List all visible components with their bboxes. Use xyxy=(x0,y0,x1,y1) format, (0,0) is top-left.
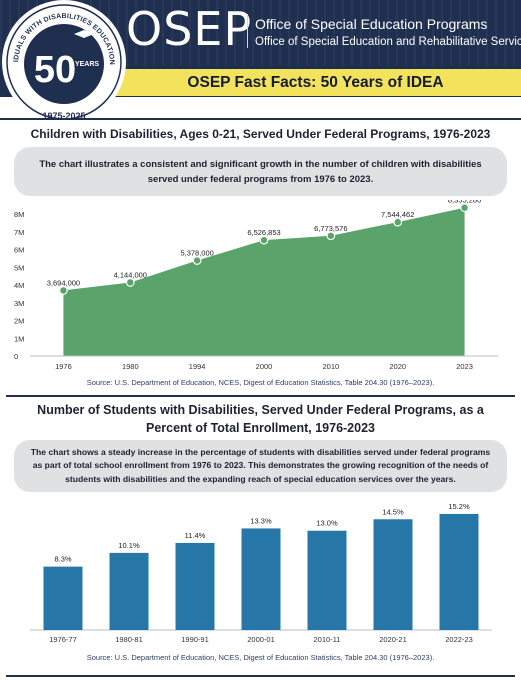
data-point xyxy=(393,217,403,227)
y-tick-label: 1M xyxy=(14,334,24,343)
bar xyxy=(439,513,479,630)
y-tick-label: 4M xyxy=(14,281,24,290)
x-tick-label: 1994 xyxy=(189,362,206,371)
seal-year-range: 1975-2025 xyxy=(42,111,85,121)
seal-years-word: YEARS xyxy=(75,61,99,68)
page-title: OSEP Fast Facts: 50 Years of IDEA xyxy=(187,74,444,91)
chart1-source: Source: U.S. Department of Education, NC… xyxy=(86,378,435,387)
seal-inner-disc xyxy=(24,24,104,104)
bar xyxy=(43,566,83,630)
x-tick-label: 2022-23 xyxy=(445,635,473,644)
x-tick-label: 2023 xyxy=(456,362,473,371)
x-tick-label: 2010 xyxy=(323,362,340,371)
data-point xyxy=(59,286,68,295)
y-tick-label: 5M xyxy=(14,263,24,272)
data-label: 6,773,576 xyxy=(314,224,347,233)
chart1-summary-text: The chart illustrates a consistent and s… xyxy=(39,158,482,185)
data-label: 8,355,280 xyxy=(448,200,481,205)
seal-number: 50 xyxy=(34,49,76,91)
data-point xyxy=(192,256,202,265)
area-series-fill xyxy=(63,207,465,356)
data-label: 3,694,000 xyxy=(47,278,80,287)
x-tick-label: 1990-91 xyxy=(181,635,209,644)
office-name-line1: Office of Special Education Programs xyxy=(255,16,488,32)
children-served-area-chart: 0 1M 2M 3M 4M 5M 6M 7M 8M 3,694,000 1976 4,144,000 1… xyxy=(14,200,498,371)
osep-wordmark: OSEP xyxy=(126,2,253,56)
y-tick-label: 3M xyxy=(14,299,24,308)
data-point xyxy=(326,231,336,241)
x-tick-label: 2000-01 xyxy=(247,635,275,644)
y-tick-label: 0 xyxy=(14,352,18,361)
x-tick-label: 2010-11 xyxy=(314,635,341,644)
x-tick-label: 2020 xyxy=(389,362,406,371)
data-label: 11.4% xyxy=(185,531,206,540)
data-label: 6,526,853 xyxy=(247,228,280,237)
percent-enrollment-bar-chart: 8.3% 1976-77 10.1% 1980-81 11.4% 1990-91 13.3%… xyxy=(30,502,492,644)
x-tick-label: 1980-81 xyxy=(115,635,143,644)
chart2-title: Number of Students with Disabilities, Se… xyxy=(37,403,484,435)
bar xyxy=(175,542,215,630)
banner-highlight xyxy=(110,69,521,96)
x-tick-label: 2000 xyxy=(256,362,273,371)
bar xyxy=(373,519,413,630)
data-label: 14.5% xyxy=(382,507,404,516)
header-divider xyxy=(247,14,248,48)
y-tick-label: 6M xyxy=(14,246,24,255)
data-label: 4,144,000 xyxy=(114,270,147,279)
data-label: 8.3% xyxy=(54,555,71,564)
y-tick-label: 2M xyxy=(14,317,24,326)
graduation-cap-icon xyxy=(74,30,94,38)
chart2-summary-callout: The chart shows a steady increase in the… xyxy=(14,440,507,492)
x-tick-label: 1976 xyxy=(55,362,72,371)
data-label: 15.2% xyxy=(448,502,470,511)
data-label: 13.3% xyxy=(250,516,272,525)
data-point xyxy=(125,278,135,287)
x-tick-label: 1980 xyxy=(122,362,139,371)
chart1-summary-callout: The chart illustrates a consistent and s… xyxy=(14,147,507,196)
data-label: 10.1% xyxy=(118,541,140,550)
data-point xyxy=(460,203,469,213)
data-point xyxy=(259,235,269,245)
chart2-summary-text: The chart shows a steady increase in the… xyxy=(30,446,491,484)
section-divider-top xyxy=(0,118,521,120)
chart1-title: Children with Disabilities, Ages 0-21, S… xyxy=(30,127,491,141)
bar xyxy=(307,530,347,630)
data-label: 7,544,462 xyxy=(381,210,414,219)
idea-50-years-seal: INDIVIDUALS WITH DISABILITIES EDUCATION … xyxy=(0,0,126,124)
bar xyxy=(109,552,149,630)
x-tick-label: 2020-21 xyxy=(379,635,407,644)
section-divider-middle xyxy=(6,395,515,397)
x-tick-label: 1976-77 xyxy=(49,635,77,644)
bar xyxy=(241,528,281,630)
data-label: 5,378,000 xyxy=(180,249,213,258)
data-label: 13.0% xyxy=(316,519,338,528)
y-tick-label: 8M xyxy=(14,210,24,219)
section-divider-bottom xyxy=(6,675,515,677)
chart2-source: Source: U.S. Department of Education, NC… xyxy=(86,653,435,662)
y-tick-label: 7M xyxy=(14,228,24,237)
office-name-line2: Office of Special Education and Rehabili… xyxy=(255,36,521,48)
